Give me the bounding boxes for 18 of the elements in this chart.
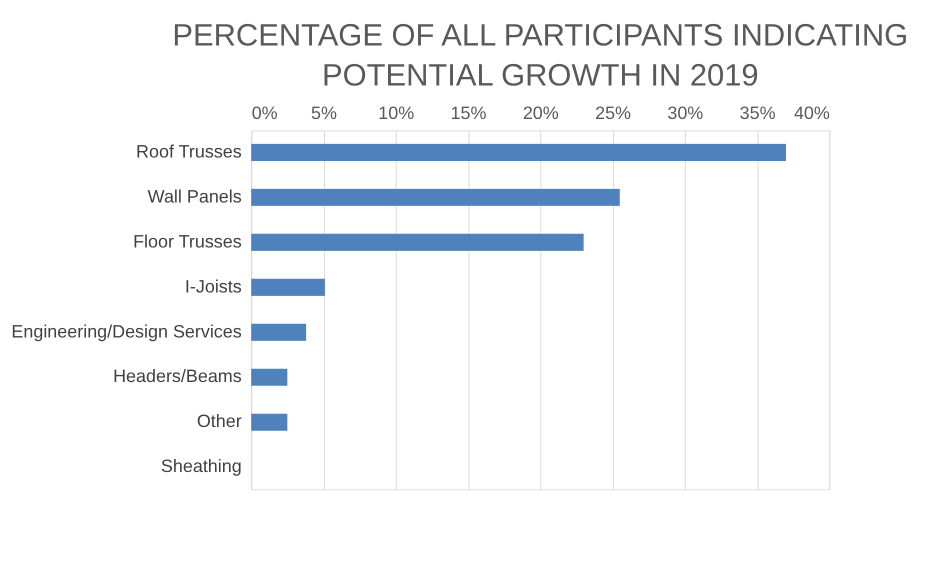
y-tick-label: Wall Panels — [148, 186, 242, 206]
x-tick-label: 25% — [595, 102, 632, 123]
y-tick-label: Floor Trusses — [133, 231, 242, 252]
y-tick-label: Sheathing — [160, 456, 242, 476]
y-tick-label: Headers/Beams — [113, 366, 242, 386]
x-tick-label: 40% — [794, 102, 830, 123]
x-tick-label: 20% — [522, 102, 559, 123]
x-tick-label: 15% — [450, 102, 487, 123]
y-tick-label: Engineering/Design Services — [11, 321, 242, 342]
y-tick-label: Roof Trusses — [136, 141, 242, 162]
x-tick-label: 10% — [378, 102, 414, 123]
x-tick-label: 0% — [252, 102, 278, 123]
chart-title: PERCENTAGE OF ALL PARTICIPANTS INDICATING POTENTIAL GROWTH IN 2019 — [172, 18, 908, 93]
y-tick-label: Other — [196, 411, 242, 432]
x-tick-label: 30% — [667, 102, 704, 123]
y-tick-label: I-Joists — [184, 276, 242, 296]
x-tick-label: 35% — [740, 102, 776, 123]
x-tick-label: 5% — [310, 102, 337, 123]
